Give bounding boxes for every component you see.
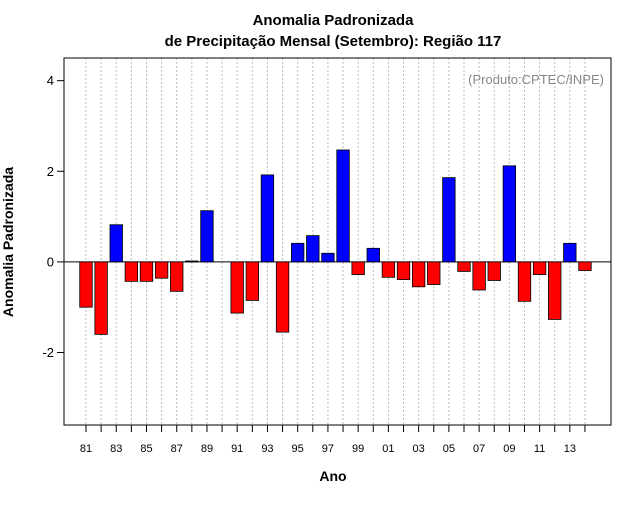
bar bbox=[578, 261, 592, 271]
x-axis-title: Ano bbox=[319, 468, 346, 484]
bar bbox=[502, 165, 517, 263]
bar bbox=[487, 261, 501, 281]
x-tick-label: 97 bbox=[322, 443, 334, 455]
x-tick-label: 93 bbox=[261, 443, 273, 455]
grid-lines bbox=[85, 58, 586, 425]
x-tick-label: 91 bbox=[231, 443, 243, 455]
x-tick-label: 03 bbox=[413, 443, 425, 455]
bar bbox=[563, 242, 577, 263]
x-tick-label: 89 bbox=[201, 443, 213, 455]
bar bbox=[442, 177, 456, 263]
bar bbox=[381, 261, 396, 278]
x-tick-label: 83 bbox=[110, 443, 122, 455]
y-tick-label: -2 bbox=[42, 345, 54, 360]
bar bbox=[94, 261, 108, 335]
bar bbox=[139, 261, 154, 282]
x-tick-label: 95 bbox=[292, 443, 304, 455]
x-tick-label: 09 bbox=[503, 443, 515, 455]
x-tick-label: 13 bbox=[564, 443, 576, 455]
x-tick-label: 85 bbox=[140, 443, 152, 455]
bar bbox=[124, 261, 139, 282]
x-tick-label: 05 bbox=[443, 443, 455, 455]
source-annotation: (Produto:CPTEC/INPE) bbox=[468, 72, 604, 87]
bar bbox=[306, 235, 320, 263]
x-tick-label: 07 bbox=[473, 443, 485, 455]
bar bbox=[517, 261, 532, 302]
x-tick-label: 11 bbox=[534, 443, 545, 455]
y-axis: -2 0 2 4 bbox=[42, 73, 64, 360]
y-tick-label: 2 bbox=[47, 164, 54, 179]
x-axis: 81 83 85 87 89 91 93 95 97 99 01 03 05 07 09 11 13 bbox=[80, 425, 586, 455]
bar bbox=[532, 261, 547, 275]
bar bbox=[351, 261, 365, 275]
bar bbox=[366, 247, 380, 263]
bar bbox=[427, 261, 441, 285]
bar bbox=[245, 261, 259, 301]
y-tick-label: 0 bbox=[47, 254, 54, 269]
y-axis-title: Anomalia Padronizada bbox=[0, 167, 16, 317]
bar bbox=[321, 252, 335, 263]
bar bbox=[170, 261, 184, 292]
bar bbox=[230, 261, 244, 314]
plot-frame bbox=[63, 57, 612, 426]
x-tick-label: 01 bbox=[382, 443, 394, 455]
x-tick-label: 87 bbox=[171, 443, 183, 455]
x-tick-label: 81 bbox=[80, 443, 92, 455]
bars bbox=[79, 149, 592, 335]
bar bbox=[185, 260, 199, 263]
bar bbox=[548, 261, 562, 320]
chart-title: Anomalia Padronizada bbox=[253, 12, 415, 29]
bar bbox=[154, 261, 169, 279]
y-tick-label: 4 bbox=[47, 73, 54, 88]
bar bbox=[109, 224, 123, 263]
x-tick-label: 99 bbox=[352, 443, 364, 455]
bar bbox=[260, 174, 275, 263]
bar bbox=[79, 261, 93, 308]
chart-subtitle: de Precipitação Mensal (Setembro): Regiã… bbox=[165, 33, 502, 50]
bar bbox=[336, 149, 350, 263]
bar bbox=[200, 210, 214, 263]
bar bbox=[472, 261, 486, 291]
bar bbox=[275, 261, 290, 333]
bar bbox=[396, 261, 411, 280]
bar bbox=[411, 261, 426, 288]
bar bbox=[291, 242, 305, 263]
bar bbox=[457, 261, 471, 272]
